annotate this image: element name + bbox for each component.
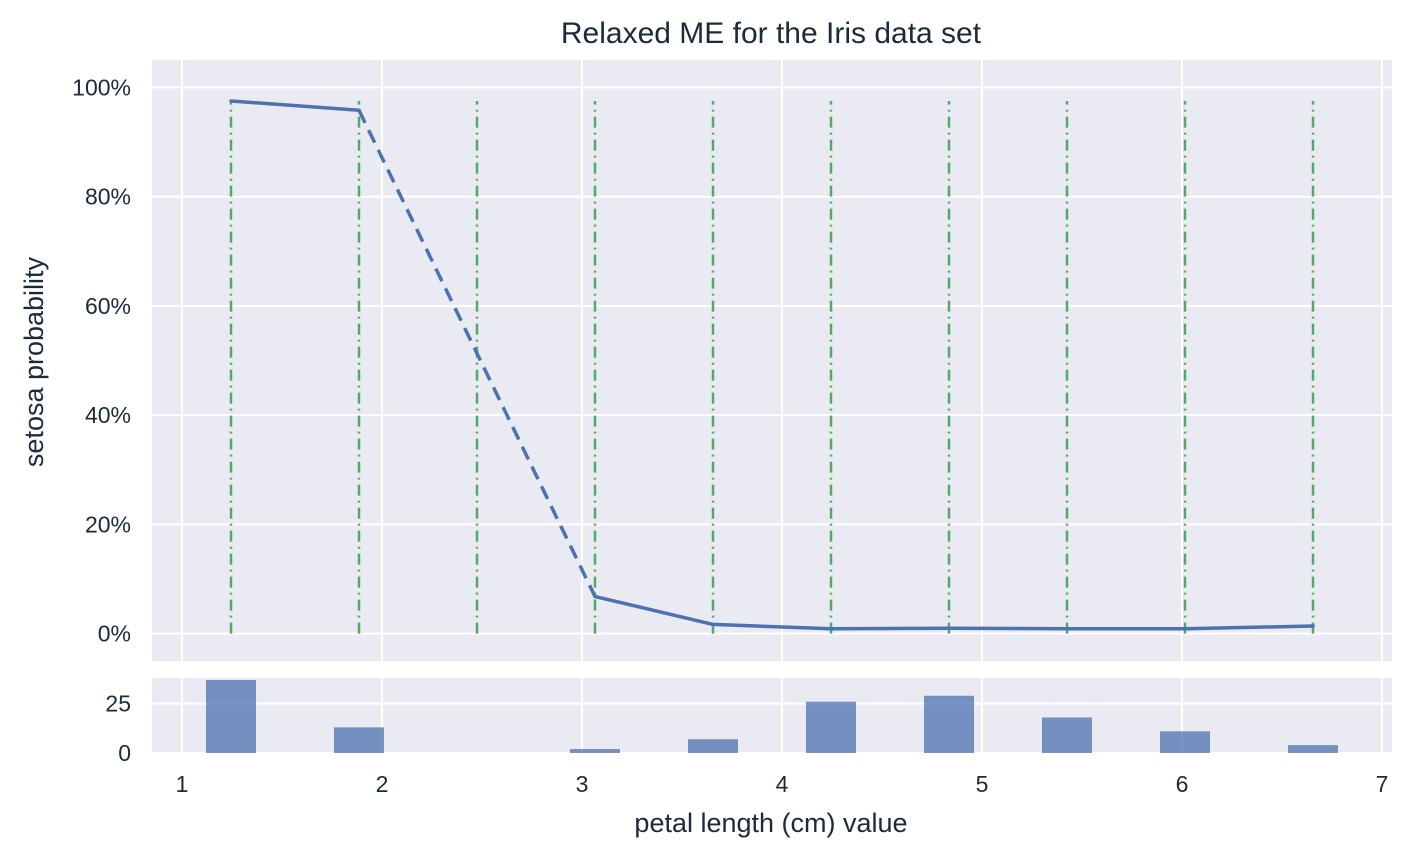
line-point xyxy=(594,596,596,598)
x-tick-label: 7 xyxy=(1376,771,1389,797)
x-axis-ticks: 1 2 3 4 5 6 7 xyxy=(176,771,1389,797)
probability-plot-background xyxy=(152,60,1392,661)
histogram-bar xyxy=(1042,717,1092,753)
line-segment xyxy=(593,594,715,627)
probability-y-ticks: 0% 20% 40% 60% 80% 100% xyxy=(72,74,131,646)
y-tick-label: 0% xyxy=(98,621,131,647)
line-segment xyxy=(711,622,833,631)
line-segment xyxy=(829,626,951,631)
line-point xyxy=(230,100,232,102)
y-tick-label: 40% xyxy=(85,402,131,428)
y-axis-label: setosa probability xyxy=(19,256,49,467)
line-point xyxy=(712,623,714,625)
y-tick-label: 100% xyxy=(72,74,131,100)
line-point xyxy=(1312,625,1314,627)
line-point xyxy=(358,109,360,111)
chart-title: Relaxed ME for the Iris data set xyxy=(561,17,982,50)
histogram-bar xyxy=(570,749,620,753)
x-tick-label: 1 xyxy=(176,771,189,797)
line-point xyxy=(948,627,950,629)
x-tick-label: 2 xyxy=(376,771,389,797)
histogram-bars xyxy=(206,679,1338,753)
x-axis-label: petal length (cm) value xyxy=(634,808,907,838)
y-tick-label: 25 xyxy=(105,691,131,717)
histogram-bar xyxy=(1160,731,1210,753)
histogram-bar xyxy=(924,695,974,753)
line-segment xyxy=(357,109,597,598)
x-tick-label: 5 xyxy=(976,771,989,797)
x-tick-label: 6 xyxy=(1176,771,1189,797)
histogram-bar xyxy=(688,739,738,753)
y-tick-label: 0 xyxy=(118,740,131,766)
setosa-probability-line xyxy=(229,99,1315,631)
probability-plot: 0% 20% 40% 60% 80% 100% xyxy=(72,60,1392,661)
histogram-y-ticks: 0 25 xyxy=(105,691,131,766)
histogram-plot: 0 25 1 2 3 4 5 6 7 xyxy=(105,678,1392,797)
x-tick-label: 3 xyxy=(576,771,589,797)
line-segment xyxy=(229,99,361,113)
y-tick-label: 60% xyxy=(85,293,131,319)
line-segment xyxy=(947,626,1069,631)
line-point xyxy=(1066,628,1068,630)
bin-boundary-lines xyxy=(229,100,1315,634)
x-tick-label: 4 xyxy=(776,771,789,797)
histogram-bar xyxy=(1288,745,1338,753)
line-point xyxy=(830,628,832,630)
y-tick-label: 20% xyxy=(85,511,131,537)
line-segment xyxy=(1183,624,1315,631)
histogram-bar xyxy=(806,701,856,753)
y-tick-label: 80% xyxy=(85,184,131,210)
line-point xyxy=(1184,628,1186,630)
histogram-bar xyxy=(206,679,256,753)
histogram-bar xyxy=(334,727,384,753)
